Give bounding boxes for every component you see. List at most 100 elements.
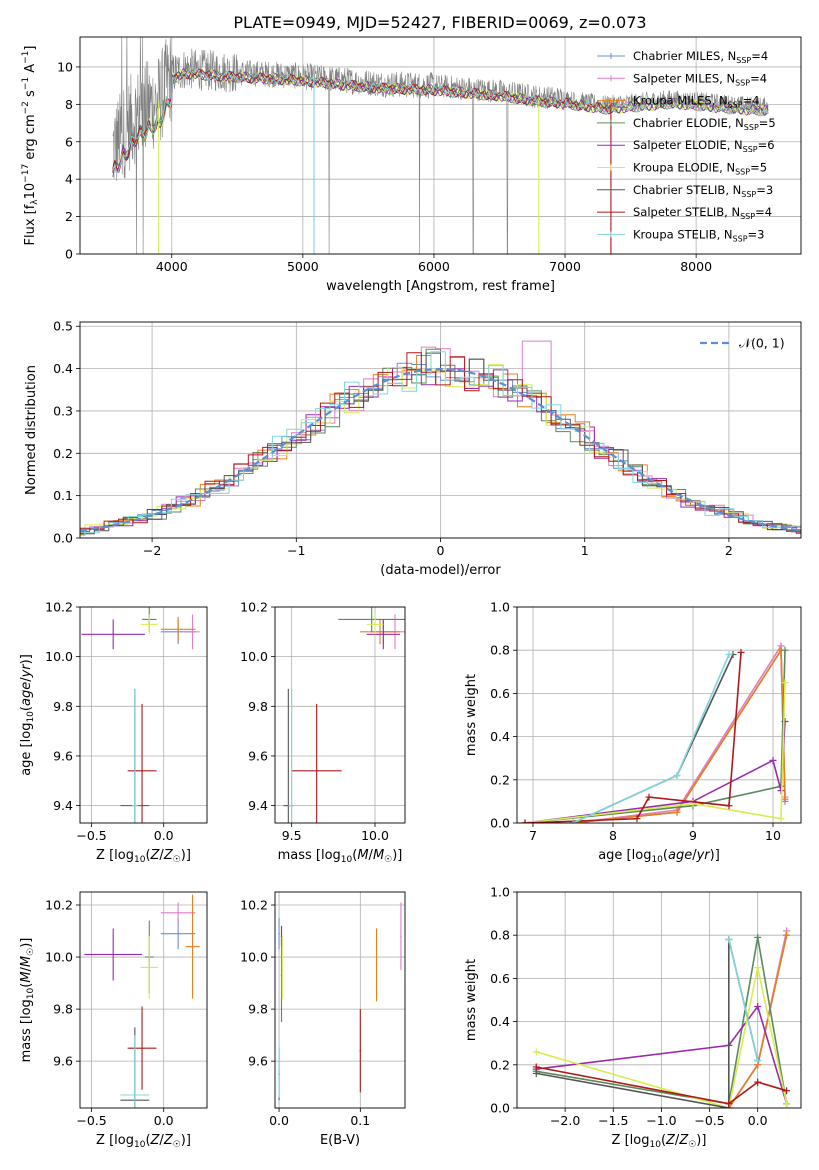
plot-area-residuals (80, 340, 801, 536)
axes-frame (79, 321, 802, 539)
x-tick-label: 0 (437, 543, 445, 558)
weight-line (728, 939, 759, 1061)
y-tick-label: 0.5 (53, 319, 73, 334)
x-tick-label: 6000 (418, 259, 450, 274)
x-tick-label: 9 (689, 828, 697, 843)
gaussian-curve (80, 367, 801, 532)
plot-area-weight-vs-age (521, 642, 789, 823)
legend-label: Chabrier STELIB, NSSP=3 (633, 183, 773, 199)
x-axis-label: Z [log10(Z/Z☉)] (612, 1133, 707, 1150)
weight-marker (633, 815, 641, 823)
x-tick-label: −0.5 (76, 1113, 106, 1128)
data-point (375, 964, 378, 966)
data-point (141, 1047, 143, 1049)
x-tick-label: 7000 (549, 259, 581, 274)
y-tick-label: 0.6 (490, 686, 510, 701)
x-tick-label: 9.5 (282, 828, 302, 843)
y-tick-label: 0.8 (490, 643, 510, 658)
weight-marker (532, 1069, 540, 1077)
x-tick-label: 10 (765, 828, 781, 843)
y-tick-label: 0.4 (490, 729, 510, 744)
y-tick-label: 9.6 (248, 748, 268, 763)
y-tick-label: 9.8 (248, 1002, 268, 1017)
x-axis-label: E(B-V) (320, 1133, 360, 1148)
axes-weight-vs-z: −2.0 −1.5 −1.0 −0.5 0.0 0.0 0.2 0.4 0.6 0.8 1.0 Z [… (464, 885, 802, 1150)
weight-marker (769, 756, 777, 764)
plot-area-spectrum (112, 37, 769, 254)
weight-marker (754, 1078, 762, 1086)
y-tick-label: 10.2 (240, 898, 268, 913)
y-tick-label: 0.4 (490, 1014, 510, 1029)
data-point (134, 804, 136, 807)
y-tick-label: 0.0 (490, 1101, 510, 1116)
y-tick-label: 10.0 (45, 649, 73, 664)
data-point (112, 953, 114, 956)
y-axis-label: mass weight (464, 674, 479, 756)
y-tick-label: 0.0 (53, 531, 73, 546)
weight-line (536, 967, 788, 1108)
x-tick-label: 8 (609, 828, 617, 843)
legend-label: Kroupa MILES, NSSP=4 (633, 94, 759, 110)
weight-marker (754, 1056, 762, 1064)
plot-area-age-vs-mass (283, 607, 405, 823)
weight-marker (754, 1002, 762, 1010)
data-point (134, 1094, 136, 1096)
data-point (400, 935, 402, 938)
model-spectrum-line (112, 68, 612, 173)
x-tick-label: −0.5 (76, 828, 106, 843)
weight-marker (521, 819, 529, 823)
axes-frame (516, 891, 802, 1109)
y-tick-label: 10.2 (45, 600, 73, 615)
weight-line (572, 643, 786, 823)
weight-marker (754, 933, 762, 941)
weight-marker (569, 819, 577, 823)
y-tick-label: 2 (65, 209, 73, 224)
weight-marker (783, 1087, 791, 1095)
weight-line (536, 1066, 787, 1105)
data-point (191, 945, 194, 948)
weight-marker (777, 815, 785, 823)
y-tick-label: 1.0 (490, 600, 510, 615)
y-axis-label: mass [log10(M/M☉)] (19, 938, 36, 1063)
y-tick-label: 9.4 (53, 798, 73, 813)
axes-residuals: −2 −1 0 1 2 0.0 0.1 0.2 0.3 0.4 0.5 (data-model)/er… (24, 319, 802, 578)
data-point (141, 770, 143, 772)
plot-area-age-vs-z (81, 607, 200, 823)
y-tick-label: 0.2 (53, 446, 73, 461)
x-tick-label: 10.0 (361, 828, 389, 843)
y-tick-label: 0.4 (53, 361, 73, 376)
weight-marker (725, 802, 733, 810)
data-point (278, 932, 280, 935)
figure-title: PLATE=0949, MJD=52427, FIBERID=0069, z=0… (233, 13, 646, 32)
weight-line (524, 650, 786, 823)
legend-label: 𝒩(0, 1) (739, 336, 785, 351)
x-tick-label: 0.0 (154, 1113, 174, 1128)
weight-line (524, 682, 786, 823)
residual-legend: 𝒩(0, 1) (700, 336, 785, 351)
x-tick-label: −1.0 (646, 1113, 676, 1128)
x-tick-label: 4000 (156, 259, 188, 274)
legend-label: Chabrier MILES, NSSP=4 (633, 49, 768, 65)
axes-frame (79, 36, 802, 255)
x-tick-label: −0.5 (694, 1113, 724, 1128)
y-axis-label: Normed distribution (24, 365, 39, 495)
data-point (290, 804, 293, 807)
y-tick-label: 10.0 (45, 950, 73, 965)
y-tick-label: 10.0 (240, 649, 268, 664)
data-point (281, 966, 284, 969)
legend-label: Kroupa STELIB, NSSP=3 (633, 227, 764, 243)
y-tick-label: 10 (57, 59, 73, 74)
weight-marker (781, 795, 789, 803)
x-axis-label: age [log10(age/yr)] (598, 848, 720, 865)
plot-area-mass-vs-ebv (278, 902, 402, 1101)
weight-line (524, 652, 742, 823)
axes-frame (79, 891, 208, 1109)
x-tick-label: 7 (529, 828, 537, 843)
axes-age-vs-mass: 9.5 10.0 9.4 9.6 9.8 10.0 10.2 mass [log10(M/M☉… (240, 600, 406, 865)
y-tick-label: 0.1 (53, 488, 73, 503)
x-tick-label: −1 (287, 543, 305, 558)
residual-histogram (80, 355, 801, 535)
legend-label: Salpeter ELODIE, NSSP=6 (633, 138, 775, 154)
y-tick-label: 10.2 (45, 898, 73, 913)
